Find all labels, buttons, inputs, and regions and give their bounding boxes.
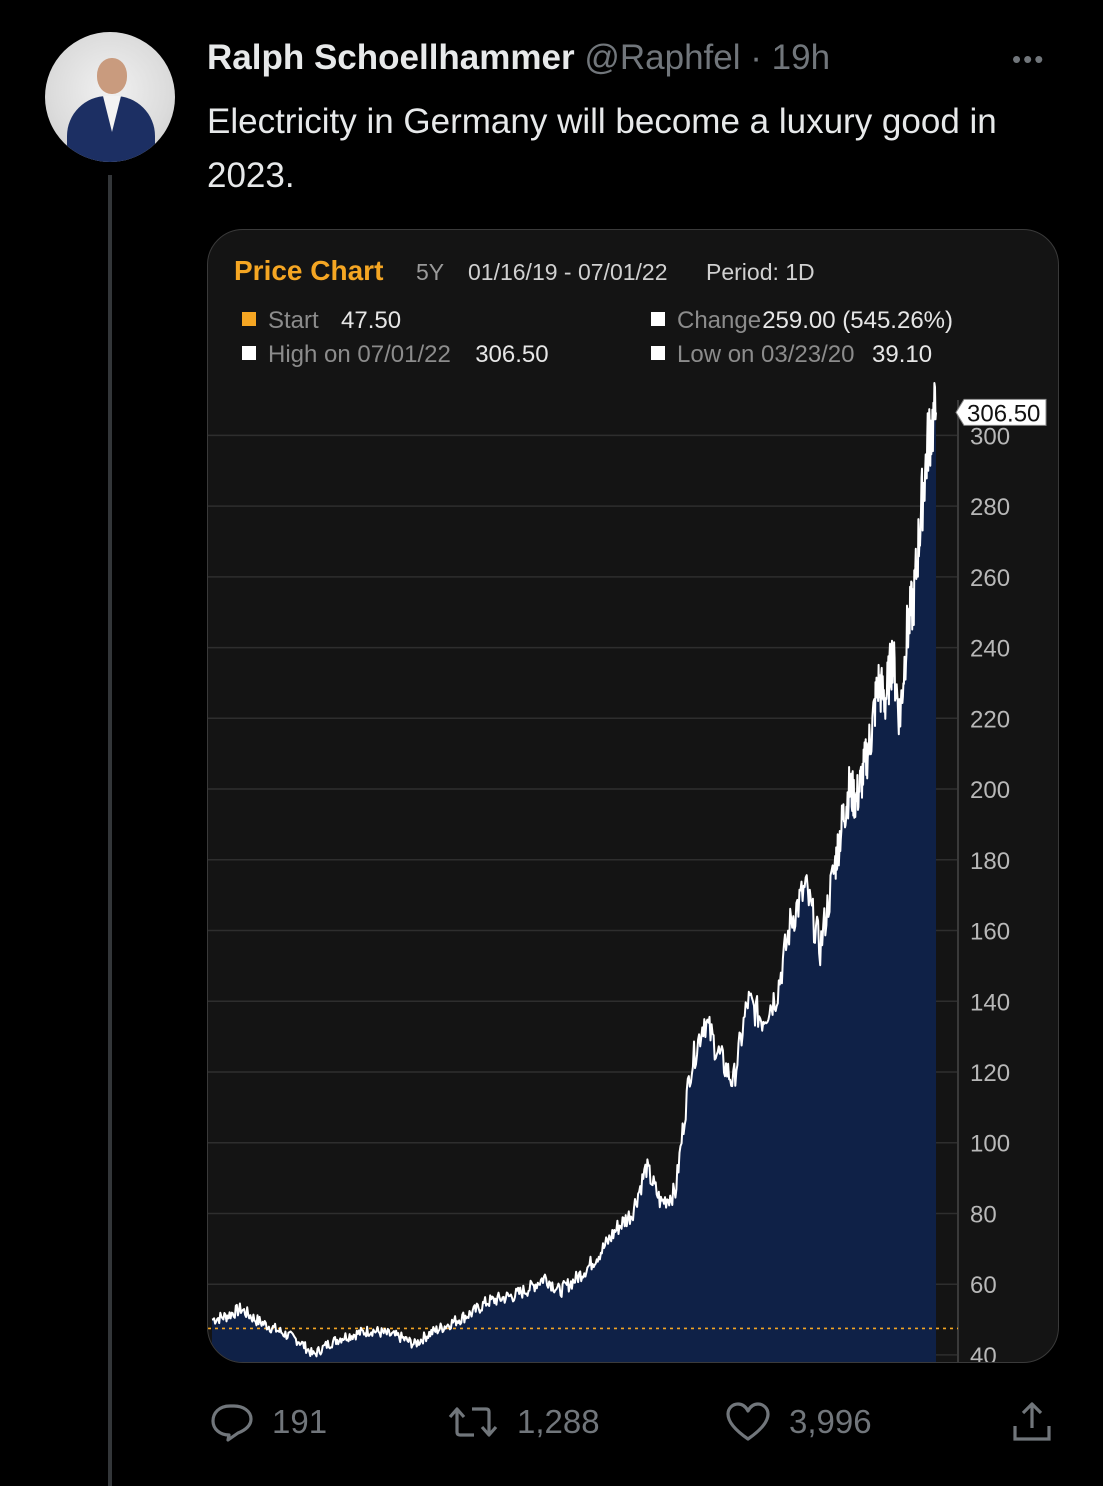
y-tick-label: 140: [970, 989, 1010, 1016]
tweet-header: Ralph Schoellhammer @Raphfel · 19h: [207, 38, 830, 78]
y-tick-label: 40: [970, 1343, 997, 1362]
y-tick-label: 200: [970, 777, 1010, 804]
legend-swatch: [651, 346, 665, 360]
tweet-time[interactable]: 19h: [771, 38, 831, 77]
reply-icon[interactable]: [210, 1402, 254, 1442]
y-tick-label: 120: [970, 1060, 1010, 1087]
author-name[interactable]: Ralph Schoellhammer: [207, 38, 575, 77]
like-count: 3,996: [789, 1403, 872, 1440]
chart-period: Period: 1D: [706, 259, 815, 285]
y-tick-label: 220: [970, 706, 1010, 733]
y-tick-label: 240: [970, 636, 1010, 663]
legend-value: 259.00 (545.26%): [762, 307, 953, 334]
avatar[interactable]: [45, 32, 175, 162]
chart-plot: [208, 382, 958, 1362]
last-value-badge: [955, 398, 1047, 426]
like-action[interactable]: 3,996: [725, 1402, 872, 1442]
y-tick-label: 160: [970, 919, 1010, 946]
chart-y-axis: 40 60 80 100 120 140 160 180 200 220 240 260 280 3003…: [955, 398, 1047, 1362]
separator: ·: [750, 38, 762, 77]
y-tick-label: 180: [970, 848, 1010, 875]
area-fill: [212, 383, 936, 1362]
author-handle[interactable]: @Raphfel: [584, 38, 741, 77]
legend-label: High on 07/01/22: [268, 341, 451, 368]
legend-swatch: [242, 312, 256, 326]
legend-label: Low on 03/23/20: [677, 341, 854, 368]
retweet-action[interactable]: 1,288: [447, 1402, 600, 1442]
legend-value: 39.10: [872, 341, 932, 368]
legend-label: Start: [268, 307, 319, 334]
retweet-count: 1,288: [517, 1403, 600, 1440]
legend-label: Change: [677, 307, 761, 334]
legend-swatch: [242, 346, 256, 360]
retweet-icon[interactable]: [447, 1402, 499, 1442]
legend-value: 306.50: [475, 341, 548, 368]
share-action[interactable]: [1010, 1400, 1054, 1449]
y-tick-label: 300: [970, 423, 1010, 450]
chart-card[interactable]: Price Chart 5Y 01/16/19 - 07/01/22 Perio…: [207, 229, 1059, 1363]
last-value-label: 306.50: [967, 400, 1040, 427]
legend-swatch: [651, 312, 665, 326]
thread-line: [108, 175, 112, 1486]
legend-value: 47.50: [341, 307, 401, 334]
chart-legend: Start 47.50 Change 259.00 (545.26%) High on …: [242, 307, 953, 368]
more-icon[interactable]: •••: [1012, 44, 1046, 74]
share-icon[interactable]: [1010, 1400, 1054, 1444]
avatar-head: [97, 58, 127, 94]
price-line: [211, 382, 937, 1358]
reply-action[interactable]: 191: [210, 1402, 327, 1442]
y-tick-label: 260: [970, 565, 1010, 592]
y-tick-label: 100: [970, 1131, 1010, 1158]
reply-count: 191: [272, 1403, 328, 1440]
tweet-text: Electricity in Germany will become a lux…: [207, 102, 997, 195]
y-tick-label: 280: [970, 494, 1010, 521]
chart-dates: 01/16/19 - 07/01/22: [468, 259, 668, 285]
chart-range: 5Y: [416, 259, 444, 285]
chart-title: Price Chart: [234, 255, 383, 286]
like-icon[interactable]: [725, 1402, 771, 1442]
price-chart: Price Chart 5Y 01/16/19 - 07/01/22 Perio…: [208, 255, 1047, 1362]
y-tick-label: 80: [970, 1201, 997, 1228]
y-tick-label: 60: [970, 1272, 997, 1299]
